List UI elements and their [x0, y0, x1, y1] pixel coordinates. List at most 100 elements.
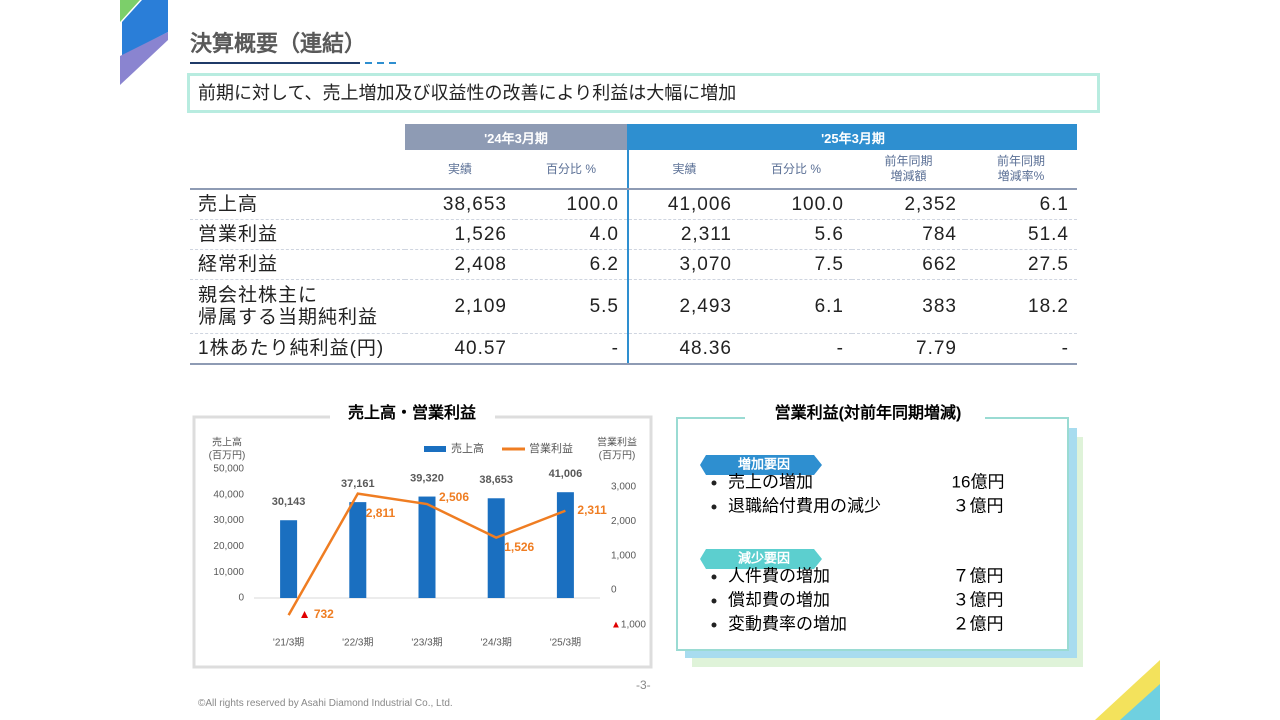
item-name: 退職給付費用の減少 — [728, 496, 881, 515]
table-row: 売上高 38,653 100.0 41,006 100.0 2,352 6.1 — [190, 189, 1077, 220]
row-label: 売上高 — [190, 189, 405, 220]
y-tick-label: 40,000 — [213, 489, 244, 500]
y2-label: (百万円) — [599, 450, 636, 462]
triangle: ▲ — [299, 607, 311, 621]
item-name: 人件費の増加 — [728, 566, 830, 585]
cell: 6.2 — [515, 249, 628, 280]
cell: 7.79 — [852, 333, 965, 365]
cell: 383 — [852, 279, 965, 334]
bullet — [711, 480, 717, 486]
item-amount: ７億円 — [953, 566, 1004, 585]
cell: 18.2 — [965, 279, 1077, 334]
column-header: 百分比 % — [740, 150, 852, 190]
blank — [190, 150, 405, 190]
cell: 4.0 — [515, 219, 628, 250]
bar-label: 38,653 — [479, 474, 513, 486]
line-label: ▲ 732 — [299, 607, 335, 621]
bar — [280, 520, 298, 598]
x-tick-label: '22/3期 — [342, 637, 373, 649]
bar — [349, 502, 367, 598]
cell: 2,493 — [627, 279, 740, 334]
cell: 662 — [852, 249, 965, 280]
bar-label: 41,006 — [549, 468, 583, 480]
legend-swatch — [424, 446, 446, 452]
column-header: 前年同期 増減額 — [852, 150, 965, 190]
cell: 2,408 — [405, 249, 515, 280]
x-tick-label: '21/3期 — [273, 637, 304, 649]
x-tick-label: '24/3期 — [481, 637, 512, 649]
table-row: 親会社株主に 帰属する当期純利益 2,109 5.5 2,493 6.1 383 18.2 — [190, 279, 1077, 334]
bullet — [711, 504, 717, 510]
column-header: 百分比 % — [515, 150, 628, 190]
chart-title: 売上高・営業利益 — [348, 403, 476, 422]
group-header: '25年3月期 — [627, 124, 1077, 150]
y-tick-label: 30,000 — [213, 515, 244, 526]
bar-label: 39,320 — [410, 472, 444, 484]
row-label: 親会社株主に 帰属する当期純利益 — [190, 279, 405, 334]
y2-tick-label: 2,000 — [611, 516, 636, 527]
tag-label: 増加要因 — [738, 456, 790, 471]
y-tick-label: 0 — [238, 593, 244, 604]
cell: 784 — [852, 219, 965, 250]
y2-tick-label: 0 — [611, 585, 617, 596]
column-header: 実績 — [627, 150, 740, 190]
cell: 41,006 — [627, 189, 740, 220]
bar — [418, 496, 436, 598]
text: 1,000 — [621, 619, 646, 630]
bar-label: 30,143 — [272, 496, 306, 508]
cell: 3,070 — [627, 249, 740, 280]
triangle: ▲ — [611, 619, 621, 630]
table-row: 1株あたり純利益(円) 40.57-48.36-7.79- — [190, 333, 1077, 365]
bullet — [711, 574, 717, 580]
line-label: 2,811 — [366, 506, 396, 520]
line — [287, 492, 566, 616]
cell: 100.0 — [515, 189, 628, 220]
row-label: 営業利益 — [190, 219, 405, 250]
item-amount: ３億円 — [953, 590, 1004, 609]
y-tick-label: 20,000 — [213, 541, 244, 552]
tag-label: 減少要因 — [738, 550, 790, 565]
cell: 5.6 — [740, 219, 852, 250]
x-tick-label: '23/3期 — [411, 637, 442, 649]
cell: 100.0 — [740, 189, 852, 220]
cell: 51.4 — [965, 219, 1077, 250]
y2-tick-label: 1,000 — [611, 550, 636, 561]
title: 決算概要（連結） — [190, 31, 367, 56]
x-tick-label: '25/3期 — [550, 637, 581, 649]
bullet — [711, 622, 717, 628]
cell: 2,311 — [627, 219, 740, 250]
cell: 2,109 — [405, 279, 515, 334]
row-label: 経常利益 — [190, 249, 405, 280]
tag — [700, 455, 822, 475]
cell: 40.57 — [405, 333, 515, 365]
cell: 2,352 — [852, 189, 965, 220]
group-row: '24年3月期 '25年3月期 — [190, 124, 1077, 150]
item-amount: ３億円 — [953, 496, 1004, 515]
line-label: 2,506 — [439, 490, 469, 504]
text: 732 — [310, 607, 334, 621]
item-name: 売上の増加 — [728, 472, 813, 491]
bullet — [711, 598, 717, 604]
item-name: 償却費の増加 — [728, 590, 830, 609]
y2-tick-label: ▲1,000 — [611, 619, 646, 630]
y-label: 売上高 — [212, 436, 242, 449]
cell: - — [515, 333, 628, 365]
legend-label: 営業利益 — [529, 441, 573, 455]
cell: - — [965, 333, 1077, 365]
y2-tick-label: 3,000 — [611, 482, 636, 493]
bar — [556, 492, 574, 598]
line-label: 1,526 — [504, 540, 534, 554]
table-row: 経常利益 2,408 6.2 3,070 7.5 662 27.5 — [190, 249, 1077, 280]
column-header: 前年同期 増減率% — [965, 150, 1077, 190]
cell: 5.5 — [515, 279, 628, 334]
row-label: 1株あたり純利益(円) — [190, 333, 405, 365]
cell: 38,653 — [405, 189, 515, 220]
item-name: 変動費率の増加 — [728, 614, 847, 633]
item-amount: 16億円 — [952, 472, 1005, 491]
column-row: 実績 百分比 % 実績 百分比 % 前年同期 増減額 前年同期 増減率% — [190, 150, 1077, 190]
cell: 27.5 — [965, 249, 1077, 280]
